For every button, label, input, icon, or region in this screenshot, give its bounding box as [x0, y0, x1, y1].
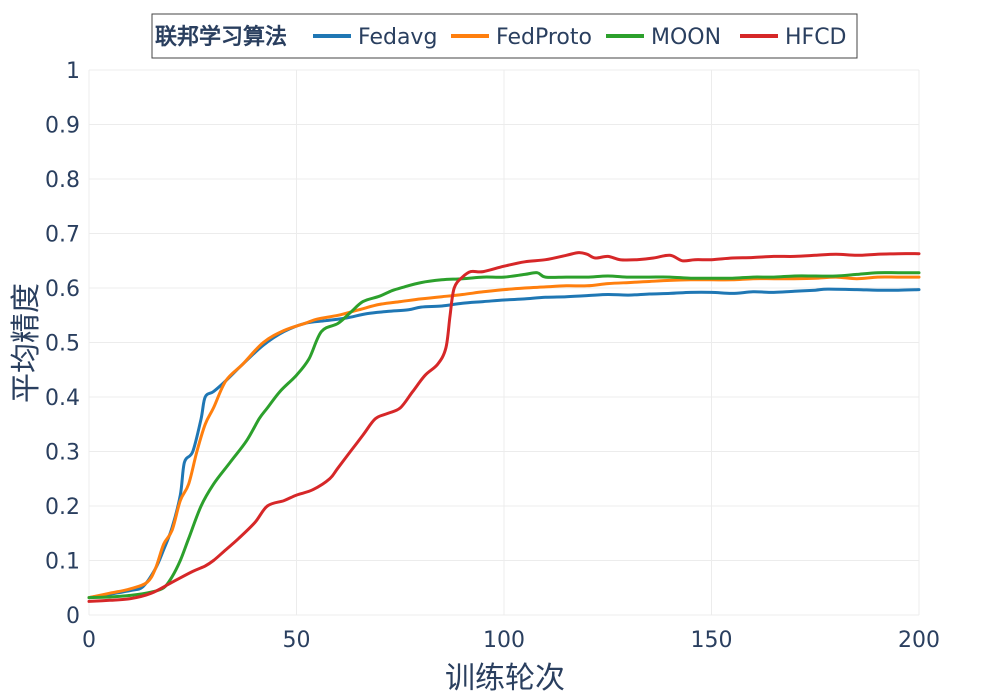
legend-item-moon[interactable]: MOON [606, 25, 721, 50]
y-tick-label: 1 [66, 59, 80, 84]
y-tick-label: 0.3 [45, 441, 80, 466]
legend-label: MOON [651, 25, 721, 50]
x-tick-label: 100 [483, 628, 525, 653]
legend-items: Fedavg FedProto MOON HFCD [313, 25, 847, 50]
y-tick-label: 0.9 [45, 114, 80, 139]
legend-title: 联邦学习算法 [155, 24, 287, 50]
legend-label: HFCD [785, 25, 847, 50]
x-tick-label: 200 [898, 628, 940, 653]
legend-item-fedproto[interactable]: FedProto [451, 25, 592, 50]
x-tick-label: 150 [691, 628, 733, 653]
legend-item-hfcd[interactable]: HFCD [740, 25, 847, 50]
y-axis-title: 平均精度 [9, 283, 44, 403]
y-tick-label: 0.1 [45, 550, 80, 575]
legend: 联邦学习算法 Fedavg FedProto MOON HFCD [151, 13, 858, 59]
y-tick-label: 0.6 [45, 277, 80, 302]
legend-box [151, 13, 858, 59]
y-tick-label: 0.2 [45, 495, 80, 520]
y-tick-label: 0 [66, 604, 80, 629]
y-tick-label: 0.4 [45, 386, 80, 411]
legend-label: Fedavg [358, 25, 437, 50]
y-tick-label: 0.7 [45, 223, 80, 248]
y-tick-label: 0.8 [45, 168, 80, 193]
legend-item-fedavg[interactable]: Fedavg [313, 25, 437, 50]
series-lines [87, 251, 921, 603]
grid-lines [88, 69, 920, 616]
series-line-moon [87, 271, 921, 600]
series-line-fedavg [87, 287, 921, 600]
y-tick-label: 0.5 [45, 332, 80, 357]
series-line-hfcd [87, 251, 921, 603]
x-axis-title: 训练轮次 [445, 661, 565, 696]
x-tick-label: 50 [283, 628, 311, 653]
series-line-fedproto [87, 275, 921, 600]
legend-label: FedProto [496, 25, 592, 50]
tick-labels: 0 0.1 0.2 0.3 0.4 0.5 0.6 0.7 0.8 0.9 1 0 50 100 150 20… [45, 59, 940, 653]
x-tick-label: 0 [82, 628, 96, 653]
